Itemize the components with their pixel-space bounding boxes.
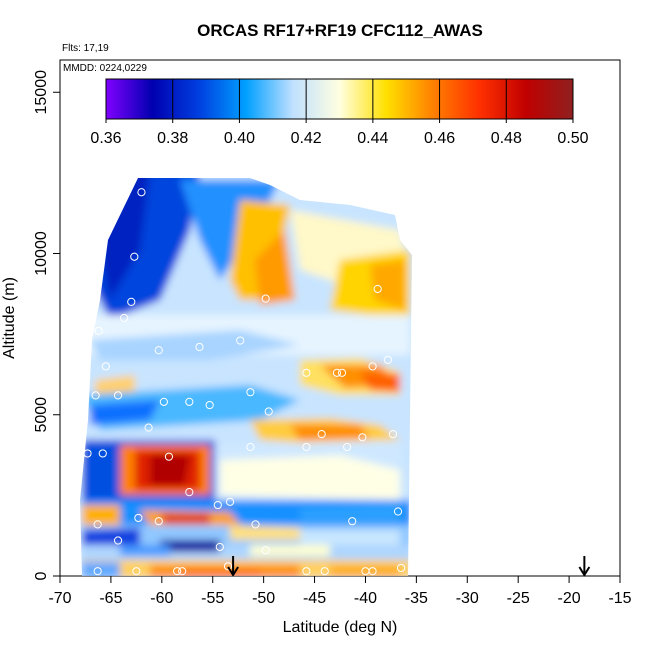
colorbar-ticks: 0.36 0.38 0.40 0.42 0.44 0.46 0.48 0.50	[90, 79, 589, 147]
x-tick-label: -40	[354, 590, 377, 607]
x-tick-label: -70	[48, 590, 71, 607]
sample-point	[393, 507, 403, 516]
y-tick-label: 15000	[33, 70, 50, 115]
sample-point	[261, 546, 270, 555]
sample-point	[317, 430, 326, 439]
sample-point	[320, 567, 329, 576]
sample-point	[383, 355, 392, 365]
sample-point	[373, 284, 382, 294]
sample-point	[332, 368, 342, 377]
x-axis: -70 -65 -60 -55 -50 -45 -40 -35 -30 -25 -20 -15	[48, 576, 632, 607]
sample-point	[302, 567, 311, 576]
x-tick-label: -50	[252, 590, 275, 607]
sample-point	[368, 362, 377, 371]
x-tick-label: -35	[405, 590, 428, 607]
sample-point	[215, 542, 224, 552]
colorbar-tick-label: 0.38	[157, 130, 188, 147]
x-tick-label: -25	[507, 590, 530, 607]
sample-point	[236, 336, 245, 345]
sample-point	[91, 391, 100, 400]
flights-label: Flts: 17,19	[62, 43, 109, 54]
sample-point	[101, 362, 110, 371]
down-arrow-icon	[578, 556, 591, 577]
y-axis-label: Altitude (m)	[1, 277, 18, 359]
sample-point	[172, 567, 182, 576]
ship-position-arrows	[227, 556, 591, 577]
sample-point	[178, 567, 187, 576]
sample-point	[205, 400, 214, 410]
colorbar-tick-label: 0.46	[424, 130, 455, 147]
sample-point	[246, 442, 255, 452]
sample-point	[93, 567, 102, 576]
sample-point	[195, 342, 204, 352]
sample-point	[388, 430, 398, 439]
sample-point	[302, 368, 311, 377]
sample-point	[246, 388, 255, 397]
sample-point	[213, 500, 222, 510]
sample-point	[83, 449, 92, 458]
sample-point	[154, 517, 163, 526]
sample-point	[337, 368, 347, 377]
y-tick-label: 10000	[33, 231, 50, 276]
sample-point	[348, 517, 357, 526]
sample-point	[261, 294, 270, 303]
x-tick-label: -15	[608, 590, 631, 607]
sample-point	[223, 562, 233, 571]
chart-title: ORCAS RF17+RF19 CFC112_AWAS	[197, 21, 483, 40]
sample-point	[185, 397, 194, 406]
y-tick-label: 5000	[33, 397, 50, 433]
colorbar-tick-label: 0.36	[90, 130, 121, 147]
colorbar-tick-label: 0.40	[224, 130, 255, 147]
sample-point	[134, 513, 143, 523]
colorbar-tick-label: 0.48	[491, 130, 522, 147]
sample-point	[251, 520, 260, 529]
sample-point	[120, 313, 129, 323]
sample-points	[71, 188, 406, 576]
sample-point	[98, 449, 107, 458]
sample-point	[127, 297, 136, 306]
x-tick-label: -20	[558, 590, 581, 607]
dates-label: MMDD: 0224,0229	[63, 63, 147, 74]
x-axis-label: Latitude (deg N)	[283, 619, 398, 636]
sample-point	[159, 397, 168, 406]
y-tick-label: 0	[33, 571, 50, 580]
sample-point	[137, 188, 146, 197]
x-tick-label: -65	[99, 590, 122, 607]
sample-point	[154, 346, 163, 355]
sample-point	[185, 488, 194, 497]
sample-point	[93, 520, 102, 529]
sample-point	[368, 567, 377, 576]
colorbar-tick-label: 0.44	[357, 130, 388, 147]
colorbar: 0.36 0.38 0.40 0.42 0.44 0.46 0.48 0.50	[90, 78, 589, 147]
down-arrow-icon	[227, 556, 239, 577]
heatmap-field	[80, 178, 412, 576]
sample-point	[113, 536, 123, 545]
sample-point	[71, 562, 80, 571]
sample-point	[358, 433, 367, 442]
x-tick-label: -60	[150, 590, 173, 607]
sample-point	[164, 452, 174, 461]
sample-point	[130, 252, 139, 261]
sample-point	[343, 442, 352, 452]
colorbar-tick-label: 0.50	[557, 130, 588, 147]
y-axis: 0 5000 10000 15000	[33, 70, 60, 580]
sample-point	[225, 497, 235, 506]
sample-point	[144, 423, 153, 432]
sample-point	[302, 442, 311, 452]
sample-point	[94, 326, 103, 335]
x-tick-label: -30	[456, 590, 479, 607]
sample-point	[264, 407, 273, 416]
sample-point	[396, 563, 406, 573]
sample-point	[113, 391, 123, 400]
x-tick-label: -45	[303, 590, 326, 607]
sample-point	[132, 567, 141, 576]
colorbar-gradient	[105, 78, 574, 120]
colorbar-tick-label: 0.42	[291, 130, 322, 147]
x-tick-label: -55	[201, 590, 224, 607]
